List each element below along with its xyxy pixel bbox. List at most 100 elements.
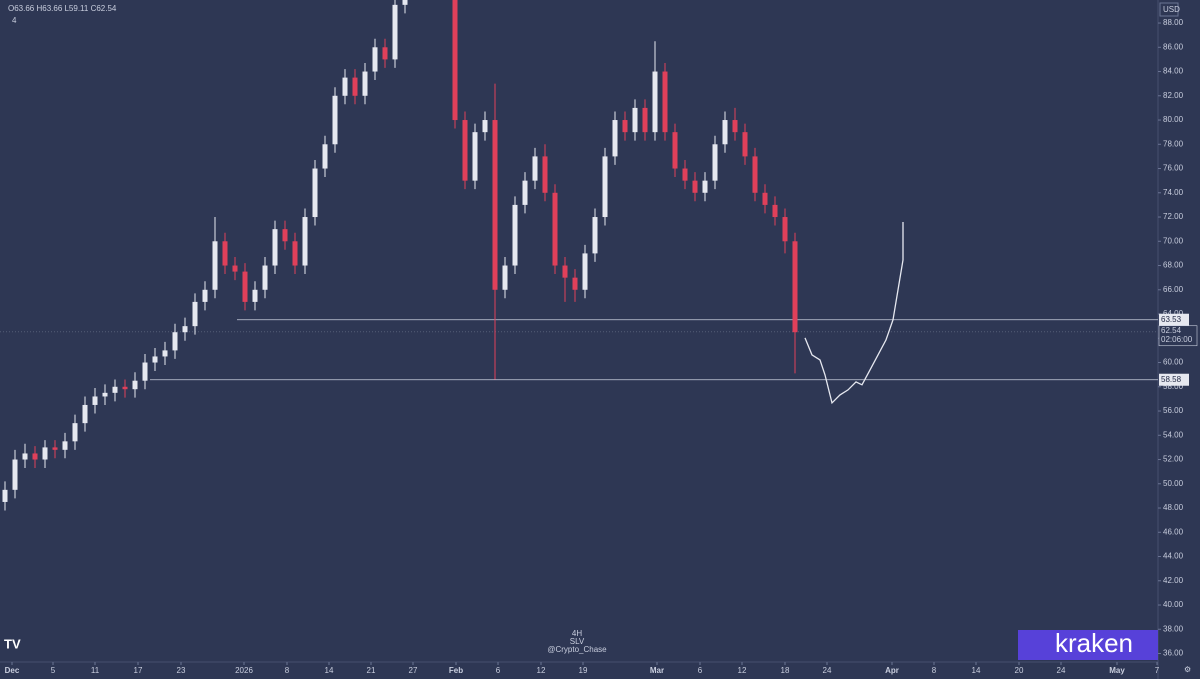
candle-body [642, 107, 648, 133]
candle-body [712, 144, 718, 181]
candle-body [632, 107, 638, 133]
projection-line [804, 222, 904, 405]
x-tick-label: 21 [367, 666, 376, 675]
candle-body [742, 132, 748, 157]
y-tick-label: 44.00 [1163, 552, 1184, 561]
candle-body [732, 120, 738, 133]
y-tick-label: 78.00 [1163, 139, 1184, 148]
candle-body [532, 156, 538, 181]
candle-body [112, 386, 118, 393]
candle-body [662, 71, 668, 133]
y-tick-label: 38.00 [1163, 624, 1184, 633]
currency[interactable]: USD [1163, 5, 1180, 14]
candle-body [582, 253, 588, 290]
candle-body [72, 423, 78, 442]
candle-body [372, 47, 378, 72]
level-label-box [1159, 373, 1189, 386]
candle-body [312, 168, 318, 218]
y-tick-label: 56.00 [1163, 406, 1184, 415]
x-tick-label: May [1109, 666, 1125, 675]
x-tick-label: 12 [537, 666, 546, 675]
y-tick-label: 70.00 [1163, 236, 1184, 245]
x-tick-label: Mar [650, 666, 664, 675]
candle-body [192, 301, 198, 327]
candle-body [292, 241, 298, 266]
x-tick-label: Dec [5, 666, 20, 675]
candle-body [562, 265, 568, 278]
y-tick-label: 66.00 [1163, 285, 1184, 294]
candle-body [792, 241, 798, 333]
candle-body [262, 265, 268, 290]
tv-logo: TV [4, 636, 21, 651]
plot-area [0, 0, 1158, 511]
candle-body [342, 77, 348, 96]
x-tick-label: 6 [496, 666, 501, 675]
y-tick-label: 64.00 [1163, 309, 1184, 318]
level-label: 58.58 [1161, 375, 1182, 384]
y-tick-label: 60.00 [1163, 358, 1184, 367]
candle-body [32, 453, 38, 460]
candle-body [652, 71, 658, 133]
logo: kraken [1055, 628, 1133, 658]
candle-body [132, 380, 138, 390]
y-tick-label: 86.00 [1163, 42, 1184, 51]
candle-body [252, 289, 258, 302]
candle-body [332, 95, 338, 145]
candle-body [592, 217, 598, 254]
candle-body [212, 241, 218, 290]
y-tick-label: 36.00 [1163, 649, 1184, 658]
y-tick-label: 72.00 [1163, 212, 1184, 221]
x-tick-label: 8 [285, 666, 290, 675]
candle-body [522, 180, 528, 205]
settings-icon[interactable]: ⚙ [1184, 665, 1191, 674]
candle-body [612, 120, 618, 157]
x-tick-label: 8 [932, 666, 937, 675]
candle-body [722, 120, 728, 145]
candle-body [492, 120, 498, 290]
y-tick-label: 88.00 [1163, 18, 1184, 27]
x-tick-label: 11 [91, 666, 100, 675]
logo-box [1018, 630, 1158, 660]
ohlc-header: O63.66 H63.66 L59.11 C62.54 [8, 4, 117, 13]
y-tick-label: 42.00 [1163, 576, 1184, 585]
x-tick-label: 2026 [235, 666, 253, 675]
x-tick-label: Feb [449, 666, 463, 675]
candle-body [322, 144, 328, 169]
x-tick-label: 12 [738, 666, 747, 675]
candle-body [692, 180, 698, 193]
candle-body [542, 156, 548, 193]
candle-body [202, 289, 208, 302]
candle-body [602, 156, 608, 218]
x-tick-label: 27 [409, 666, 418, 675]
candle-body [162, 350, 168, 357]
candle-body [42, 447, 48, 460]
y-tick-label: 50.00 [1163, 479, 1184, 488]
candle-body [682, 168, 688, 181]
x-tick-label: 17 [134, 666, 143, 675]
x-tick-label: 23 [177, 666, 186, 675]
x-tick-label: 6 [698, 666, 703, 675]
candle-body [12, 459, 18, 490]
candle-body [762, 192, 768, 205]
symbol: SLV [570, 637, 585, 646]
candle-body [2, 489, 8, 502]
candle-body [472, 132, 478, 181]
y-tick-label: 40.00 [1163, 600, 1184, 609]
currency-box[interactable] [1159, 2, 1179, 17]
candle-body [362, 71, 368, 96]
candle-body [222, 241, 228, 266]
level-label: 63.53 [1161, 315, 1182, 324]
y-tick-label: 82.00 [1163, 91, 1184, 100]
header-sub: 4 [12, 16, 17, 25]
y-tick-label: 76.00 [1163, 164, 1184, 173]
candle-body [782, 217, 788, 242]
countdown-label: 02:06:00 [1161, 335, 1193, 344]
candle-body [172, 332, 178, 351]
y-tick-label: 68.00 [1163, 261, 1184, 270]
x-tick-label: 5 [51, 666, 56, 675]
candle-body [62, 441, 68, 450]
candle-body [352, 77, 358, 96]
